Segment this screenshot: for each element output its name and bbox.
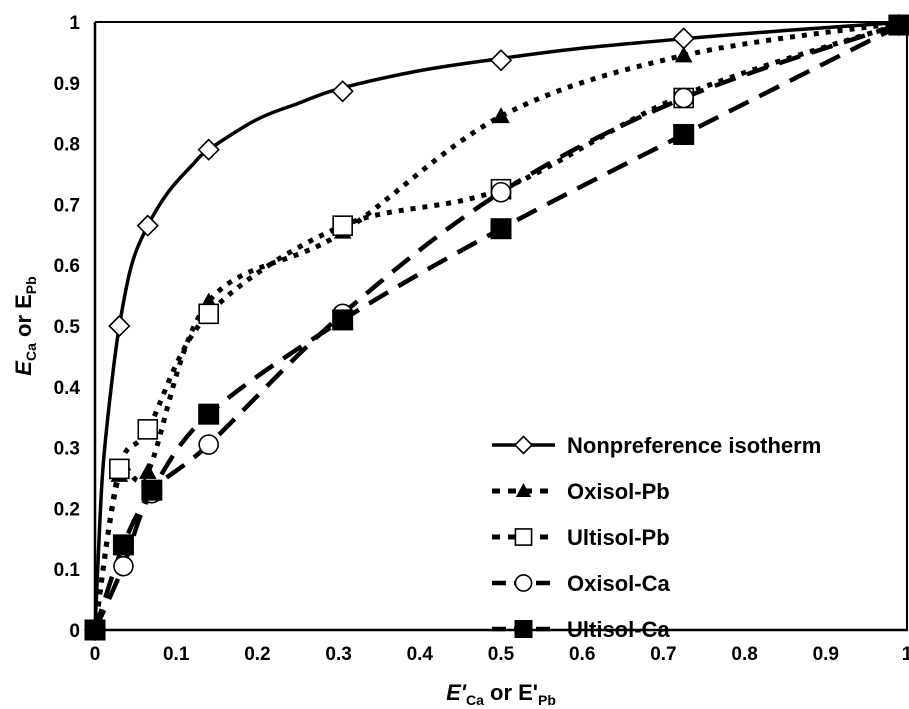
- markers-oxisol-pb: [86, 16, 908, 637]
- y-tick-label: 0.5: [54, 317, 81, 338]
- data-point: [673, 123, 695, 145]
- legend-label: Ultisol-Pb: [567, 525, 670, 550]
- series-layer: [83, 13, 909, 642]
- y-tick-label: 1: [69, 13, 80, 34]
- data-point: [141, 479, 163, 501]
- legend-label: Nonpreference isotherm: [567, 433, 821, 458]
- y-axis-ticks: 0 0.1 0.2 0.3 0.4 0.5 0.6 0.7 0.8 0.9 1: [54, 13, 81, 642]
- y-tick-label: 0.8: [54, 135, 80, 156]
- legend-marker: [515, 483, 532, 497]
- legend-item: Ultisol-Pb: [492, 525, 670, 550]
- legend-marker: [513, 435, 534, 455]
- y-tick-label: 0.4: [54, 378, 81, 399]
- x-axis-label-main: E': [446, 680, 467, 705]
- y-axis-label-sub1: Ca: [23, 343, 39, 361]
- x-tick-label: 0.2: [244, 644, 270, 665]
- data-point: [331, 80, 354, 103]
- series-nonpreference-isotherm: [93, 20, 908, 631]
- data-point: [112, 534, 134, 556]
- data-point: [136, 214, 159, 237]
- y-tick-label: 0.3: [54, 439, 80, 460]
- legend-item: Oxisol-Ca: [492, 571, 670, 596]
- data-point: [490, 218, 512, 240]
- y-axis-label-mid: or E: [11, 294, 36, 343]
- legend-item: Nonpreference isotherm: [492, 433, 821, 458]
- x-tick-label: 0.4: [407, 644, 434, 665]
- data-point: [137, 419, 159, 440]
- x-tick-label: 0: [90, 644, 101, 665]
- legend-label: Ultisol-Ca: [567, 617, 670, 642]
- x-tick-label: 1: [902, 644, 909, 665]
- legend-item: Oxisol-Pb: [492, 479, 670, 504]
- y-tick-label: 0.9: [54, 74, 80, 95]
- data-point: [489, 49, 513, 72]
- data-point: [198, 403, 220, 425]
- x-axis-label-sub1: Ca: [466, 692, 484, 708]
- x-axis-label-mid: or E': [484, 680, 538, 705]
- x-axis-label: E'Ca or E'Pb: [446, 680, 556, 708]
- data-point: [888, 14, 909, 36]
- x-tick-label: 0.9: [813, 644, 839, 665]
- data-point: [673, 87, 695, 109]
- y-tick-label: 0.6: [54, 256, 80, 277]
- legend: Nonpreference isotherm Oxisol-Pb Ultisol-P…: [492, 433, 821, 642]
- x-tick-label: 0.3: [325, 644, 351, 665]
- legend-marker: [514, 620, 533, 638]
- markers-nonpreference-isotherm: [83, 13, 909, 642]
- series-line: [93, 20, 908, 631]
- x-axis-ticks: 0 0.1 0.2 0.3 0.4 0.5 0.6 0.7 0.8 0.9 1: [90, 644, 909, 665]
- legend-marker: [514, 574, 533, 592]
- data-point: [332, 215, 353, 236]
- x-tick-label: 0.7: [650, 644, 676, 665]
- x-axis-label-sub2: Pb: [538, 692, 556, 708]
- x-tick-label: 0.1: [163, 644, 190, 665]
- data-point: [674, 46, 693, 63]
- data-point: [672, 27, 695, 50]
- series-line: [92, 19, 908, 631]
- data-point: [138, 462, 157, 479]
- y-axis-label-sub2: Pb: [23, 276, 39, 294]
- data-point: [109, 458, 130, 480]
- x-tick-label: 0.5: [488, 644, 515, 665]
- y-tick-label: 0.2: [54, 499, 80, 520]
- data-point: [108, 314, 131, 338]
- x-tick-label: 0.8: [731, 644, 757, 665]
- plot-area: [83, 13, 909, 642]
- x-tick-label: 0.6: [569, 644, 595, 665]
- markers-ultisol-pb: [84, 14, 909, 641]
- data-point: [197, 138, 220, 161]
- legend-label: Oxisol-Ca: [567, 571, 670, 596]
- markers-oxisol-ca: [84, 14, 909, 641]
- legend-marker: [514, 528, 533, 546]
- markers-ultisol-ca: [84, 14, 909, 641]
- y-tick-label: 0.1: [54, 560, 81, 581]
- y-axis-label-main: E: [11, 360, 36, 376]
- data-point: [492, 107, 510, 124]
- data-point: [490, 181, 512, 203]
- y-tick-label: 0: [69, 621, 80, 642]
- y-axis-label: ECa or EPb: [11, 276, 39, 375]
- data-point: [113, 555, 134, 577]
- series-ultisol-pb: [92, 19, 908, 631]
- legend-label: Oxisol-Pb: [567, 479, 670, 504]
- y-tick-label: 0.7: [54, 195, 80, 216]
- data-point: [332, 309, 354, 331]
- data-point: [198, 434, 219, 455]
- legend-item: Ultisol-Ca: [492, 617, 670, 642]
- data-point: [198, 303, 219, 325]
